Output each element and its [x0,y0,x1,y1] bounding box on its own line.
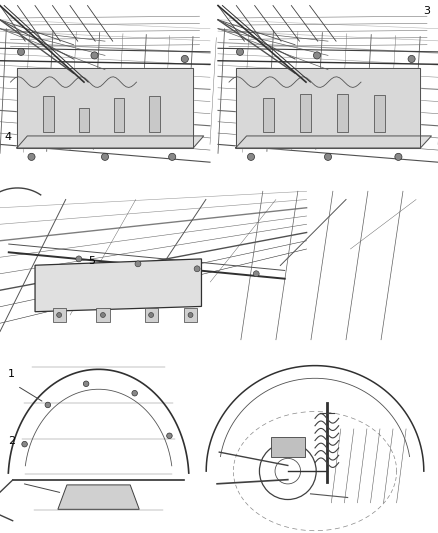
Circle shape [102,154,109,160]
Circle shape [100,312,106,318]
Bar [184,309,197,321]
Circle shape [45,402,51,408]
Bar [337,94,348,132]
Circle shape [166,433,172,439]
Bar [145,309,158,321]
Circle shape [314,52,321,59]
Polygon shape [17,68,193,148]
Bar [53,309,66,321]
Polygon shape [58,485,139,510]
Circle shape [181,55,188,62]
Circle shape [28,154,35,160]
Bar [218,2,438,180]
Circle shape [194,266,200,272]
Bar [0,183,438,348]
Bar [78,108,89,132]
Bar [96,309,110,321]
Circle shape [253,271,259,277]
Circle shape [57,312,62,318]
Circle shape [148,312,154,318]
Circle shape [135,261,141,267]
Circle shape [408,55,415,62]
Circle shape [22,441,27,447]
Text: 2: 2 [8,436,15,446]
Bar [271,437,305,457]
Circle shape [169,154,176,160]
Text: 4: 4 [4,132,11,142]
Bar [263,99,275,132]
Bar [0,2,210,180]
Circle shape [83,381,89,386]
Circle shape [325,154,332,160]
Bar [0,348,438,533]
Polygon shape [236,68,420,148]
Circle shape [91,52,98,59]
Text: 5: 5 [88,256,95,266]
Polygon shape [236,136,431,148]
Circle shape [395,154,402,160]
Text: 1: 1 [8,369,15,379]
Circle shape [18,49,25,55]
Polygon shape [35,259,201,312]
Text: 3: 3 [423,6,430,16]
Bar [43,95,54,132]
Circle shape [247,154,254,160]
Bar [114,98,124,132]
Circle shape [132,391,138,396]
Circle shape [237,49,244,55]
Circle shape [188,312,193,318]
Circle shape [76,256,82,262]
Bar [149,96,160,132]
Polygon shape [17,136,204,148]
Bar [374,95,385,132]
Bar [300,93,311,132]
